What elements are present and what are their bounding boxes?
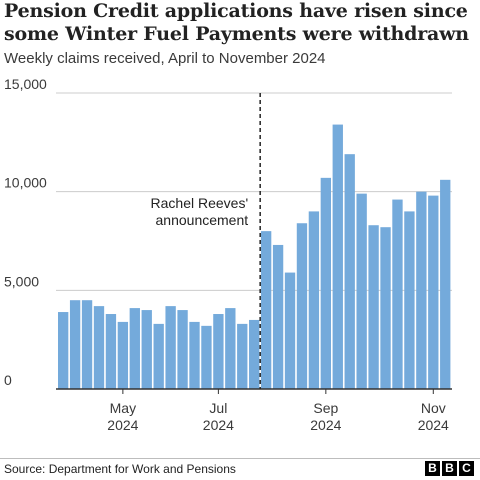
chart-title: Pension Credit applications have risen s… bbox=[4, 0, 469, 45]
bar bbox=[201, 325, 212, 389]
x-tick-label: Jul bbox=[209, 400, 227, 416]
y-tick-label: 5,000 bbox=[4, 273, 39, 289]
logo-letter: B bbox=[425, 461, 440, 476]
bbc-logo: B B C bbox=[425, 461, 474, 476]
bar bbox=[81, 300, 93, 389]
bar bbox=[93, 306, 105, 389]
y-tick-label: 10,000 bbox=[4, 175, 47, 191]
x-tick-label: May bbox=[110, 400, 136, 416]
bar bbox=[213, 314, 224, 389]
x-tick-label: Nov bbox=[421, 400, 446, 416]
logo-letter: C bbox=[459, 461, 474, 476]
y-tick-label: 0 bbox=[4, 372, 12, 388]
bar bbox=[225, 308, 236, 389]
bar bbox=[284, 272, 296, 389]
x-tick-label: Sep bbox=[313, 400, 338, 416]
bar bbox=[177, 310, 188, 389]
source-note: Source: Department for Work and Pensions bbox=[4, 462, 236, 476]
x-tick-year: 2024 bbox=[310, 417, 341, 433]
bar bbox=[237, 323, 248, 389]
bar bbox=[368, 225, 379, 389]
logo-letter: B bbox=[442, 461, 457, 476]
x-tick-year: 2024 bbox=[107, 417, 138, 433]
bar bbox=[249, 319, 260, 389]
bar-chart: 05,00010,00015,000May2024Jul2024Sep2024N… bbox=[4, 76, 452, 433]
bar bbox=[141, 310, 152, 389]
bar bbox=[440, 179, 451, 389]
bar bbox=[272, 244, 284, 389]
x-tick-year: 2024 bbox=[418, 417, 449, 433]
bar bbox=[416, 191, 427, 389]
bar bbox=[320, 177, 332, 389]
bar bbox=[356, 193, 367, 389]
bar bbox=[428, 195, 439, 389]
x-tick-year: 2024 bbox=[203, 417, 234, 433]
y-tick-label: 15,000 bbox=[4, 76, 47, 92]
bar bbox=[332, 124, 343, 389]
bar bbox=[392, 199, 403, 389]
annotation-label: announcement bbox=[156, 212, 249, 228]
bar bbox=[260, 231, 272, 389]
bar bbox=[69, 300, 81, 389]
bar bbox=[58, 312, 69, 389]
bar bbox=[129, 308, 140, 389]
annotation-label: Rachel Reeves' bbox=[151, 195, 249, 211]
bar bbox=[189, 321, 200, 389]
bar bbox=[344, 154, 355, 389]
bar bbox=[153, 323, 164, 389]
footer: Source: Department for Work and Pensions… bbox=[0, 458, 480, 480]
chart-subtitle: Weekly claims received, April to Novembe… bbox=[4, 50, 326, 67]
bar bbox=[308, 211, 320, 389]
bar bbox=[165, 306, 176, 389]
bar bbox=[404, 211, 415, 389]
bar bbox=[296, 223, 308, 389]
bar bbox=[105, 314, 117, 389]
bar bbox=[117, 321, 129, 389]
bar bbox=[380, 227, 391, 389]
